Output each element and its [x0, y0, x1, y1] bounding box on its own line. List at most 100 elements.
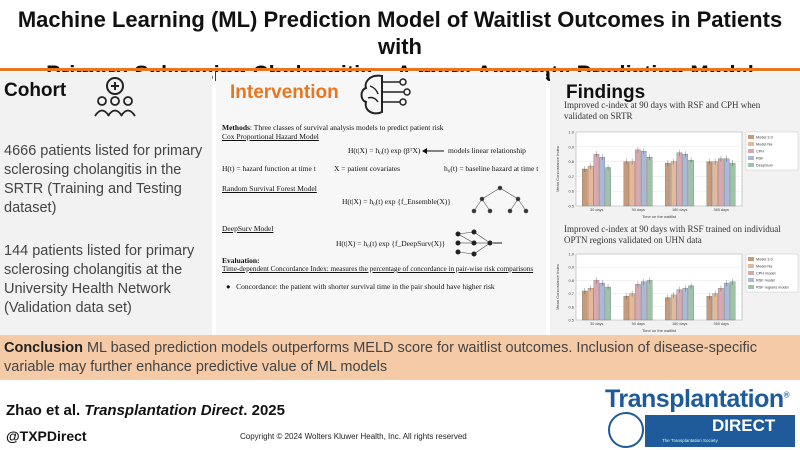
title-divider	[0, 68, 800, 71]
cox-note: models linear relationship	[448, 146, 526, 155]
cox-formula: H(t|X) = h₀(t) exp (βᵀX)	[348, 146, 421, 155]
legend-swatch-1-4	[748, 163, 754, 167]
citation: Zhao et al. Transplantation Direct. 2025	[6, 402, 285, 419]
bar-2-2-3	[682, 288, 689, 321]
x-tick-label-2: 30 days	[590, 322, 603, 326]
x-axis-label-1: Time on the waitlist	[642, 214, 677, 219]
arrow-left-icon	[422, 148, 444, 154]
bar-1-2-4	[688, 159, 694, 207]
evaluation-label: Evaluation:	[222, 256, 260, 265]
logo-direct: DIRECT	[712, 416, 776, 435]
cox-def-baseline: h₀(t) = baseline hazard at time t	[444, 164, 539, 173]
bar-2-1-3	[641, 281, 647, 321]
bar-2-0-4	[605, 286, 611, 321]
bar-1-0-3	[599, 157, 606, 207]
bar-2-1-0	[623, 296, 630, 321]
x-tick-label-1: 30 days	[590, 208, 603, 212]
legend-swatch-1-0	[748, 135, 754, 139]
x-tick-label-2: 90 days	[632, 322, 645, 326]
bar-1-1-3	[641, 151, 647, 207]
legend-swatch-1-2	[748, 149, 754, 153]
chart2-caption: Improved c-index at 90 days with RSF tra…	[564, 224, 781, 245]
x-tick-label-2: 365 days	[714, 322, 730, 326]
bar-2-1-1	[629, 293, 635, 321]
y-tick-label-2: 0.6	[568, 304, 574, 309]
cox-def-hazard: H(t) = hazard function at time t	[222, 164, 316, 173]
concordance-bullet: ● Concordance: the patient with shorter …	[226, 282, 495, 291]
legend-swatch-2-4	[748, 285, 754, 289]
methods-line: Methods: Three classes of survival analy…	[222, 123, 444, 132]
copyright-notice: Copyright © 2024 Wolters Kluwer Health, …	[240, 432, 467, 441]
bar-1-2-1	[670, 161, 677, 207]
findings-heading: Findings	[566, 82, 646, 103]
bar-1-3-3	[724, 158, 730, 207]
cohort-heading: Cohort	[4, 80, 67, 101]
y-tick-label-1: 0.9	[568, 144, 574, 149]
legend-swatch-2-3	[748, 278, 754, 282]
bar-1-3-4	[729, 162, 736, 207]
y-tick-label-2: 0.8	[568, 278, 574, 283]
legend-label-2-2: CPH model	[756, 272, 776, 276]
legend-label-1-2: CPH	[756, 150, 764, 154]
legend-box-1	[745, 131, 799, 171]
bar-1-1-4	[646, 157, 653, 207]
x-tick-label-1: 365 days	[714, 208, 730, 212]
bar-2-2-4	[688, 285, 694, 321]
chart1-caption: Improved c-index at 90 days with RSF and…	[564, 100, 761, 121]
title-line-1: Machine Learning (ML) Prediction Model o…	[17, 7, 783, 59]
legend-label-2-4: RSF regions model	[756, 286, 789, 290]
cox-title: Cox Proportional Hazard Model	[222, 132, 319, 141]
bar-2-0-0	[582, 290, 588, 321]
rsf-title: Random Survival Forest Model	[222, 184, 317, 193]
twitter-handle[interactable]: @TXPDirect	[6, 428, 87, 444]
bar-2-3-0	[706, 296, 713, 321]
y-tick-label-2: 1.0	[568, 252, 574, 257]
conclusion-text: ML based prediction models outperforms M…	[4, 340, 757, 375]
conclusion-banner: Conclusion ML based prediction models ou…	[0, 335, 800, 380]
conclusion-label: Conclusion	[4, 340, 83, 356]
legend-label-2-3: RSF model	[756, 279, 775, 283]
journal-logo-text: Transplantation®	[605, 385, 790, 413]
bar-2-3-4	[729, 281, 736, 321]
deepsurv-title: DeepSurv Model	[222, 224, 274, 233]
bar-2-0-3	[599, 282, 606, 321]
bar-1-3-1	[712, 161, 718, 207]
bar-1-2-0	[665, 162, 671, 207]
deepsurv-formula: H(t|X) = h₀(t) exp {f_DeepSurv(X)}	[336, 239, 446, 248]
bar-1-3-2	[718, 158, 724, 207]
bar-1-1-0	[623, 161, 630, 207]
evaluation-text: Time-dependent Concordance Index: measur…	[222, 265, 534, 273]
cox-def-covariates: X = patient covariates	[334, 164, 401, 173]
x-tick-label-1: 90 days	[632, 208, 645, 212]
legend-label-2-0: Model 3.0	[756, 258, 773, 262]
bar-2-1-4	[646, 280, 653, 321]
bar-2-3-2	[718, 288, 724, 321]
y-tick-label-2: 0.5	[568, 318, 574, 323]
logo-bar	[645, 415, 795, 447]
y-tick-label-1: 1.0	[568, 130, 574, 135]
legend-label-2-1: Model Na	[756, 265, 773, 269]
bar-1-2-3	[682, 154, 689, 207]
y-tick-label-2: 0.7	[568, 291, 574, 296]
bar-1-1-2	[635, 149, 641, 207]
y-tick-label-1: 0.7	[568, 174, 574, 179]
bar-1-0-0	[582, 168, 588, 207]
intervention-panel: Intervention Methods: Three classes of s…	[216, 72, 546, 335]
y-tick-label-1: 0.5	[568, 204, 574, 209]
x-tick-label-1: 180 days	[672, 208, 688, 212]
legend-swatch-2-1	[748, 264, 754, 268]
bar-2-3-3	[724, 282, 730, 321]
decision-tree-icon	[471, 185, 529, 214]
bar-2-2-1	[670, 294, 677, 321]
cohort-panel: Cohort 4666 patients listed for primary …	[0, 72, 212, 335]
patients-group-icon	[94, 77, 136, 117]
y-tick-label-1: 0.6	[568, 189, 574, 194]
legend-swatch-1-1	[748, 142, 754, 146]
x-axis-label-2: Time on the waitlist	[642, 328, 677, 333]
legend-swatch-1-3	[748, 156, 754, 160]
bar-1-1-1	[629, 161, 635, 207]
chart-uhn-validation: Mean Concordance Index 0.5 0.6 0.7 0.8 0.9 1.0…	[555, 252, 799, 333]
chart-srtr-validation: Mean Concordance Index 0.5 0.6 0.7 0.8 0.9 1.0…	[555, 130, 799, 219]
bar-1-0-4	[605, 167, 611, 207]
rsf-formula: H(t|X) = h₀(t) exp {f_Ensemble(X)}	[342, 197, 451, 206]
